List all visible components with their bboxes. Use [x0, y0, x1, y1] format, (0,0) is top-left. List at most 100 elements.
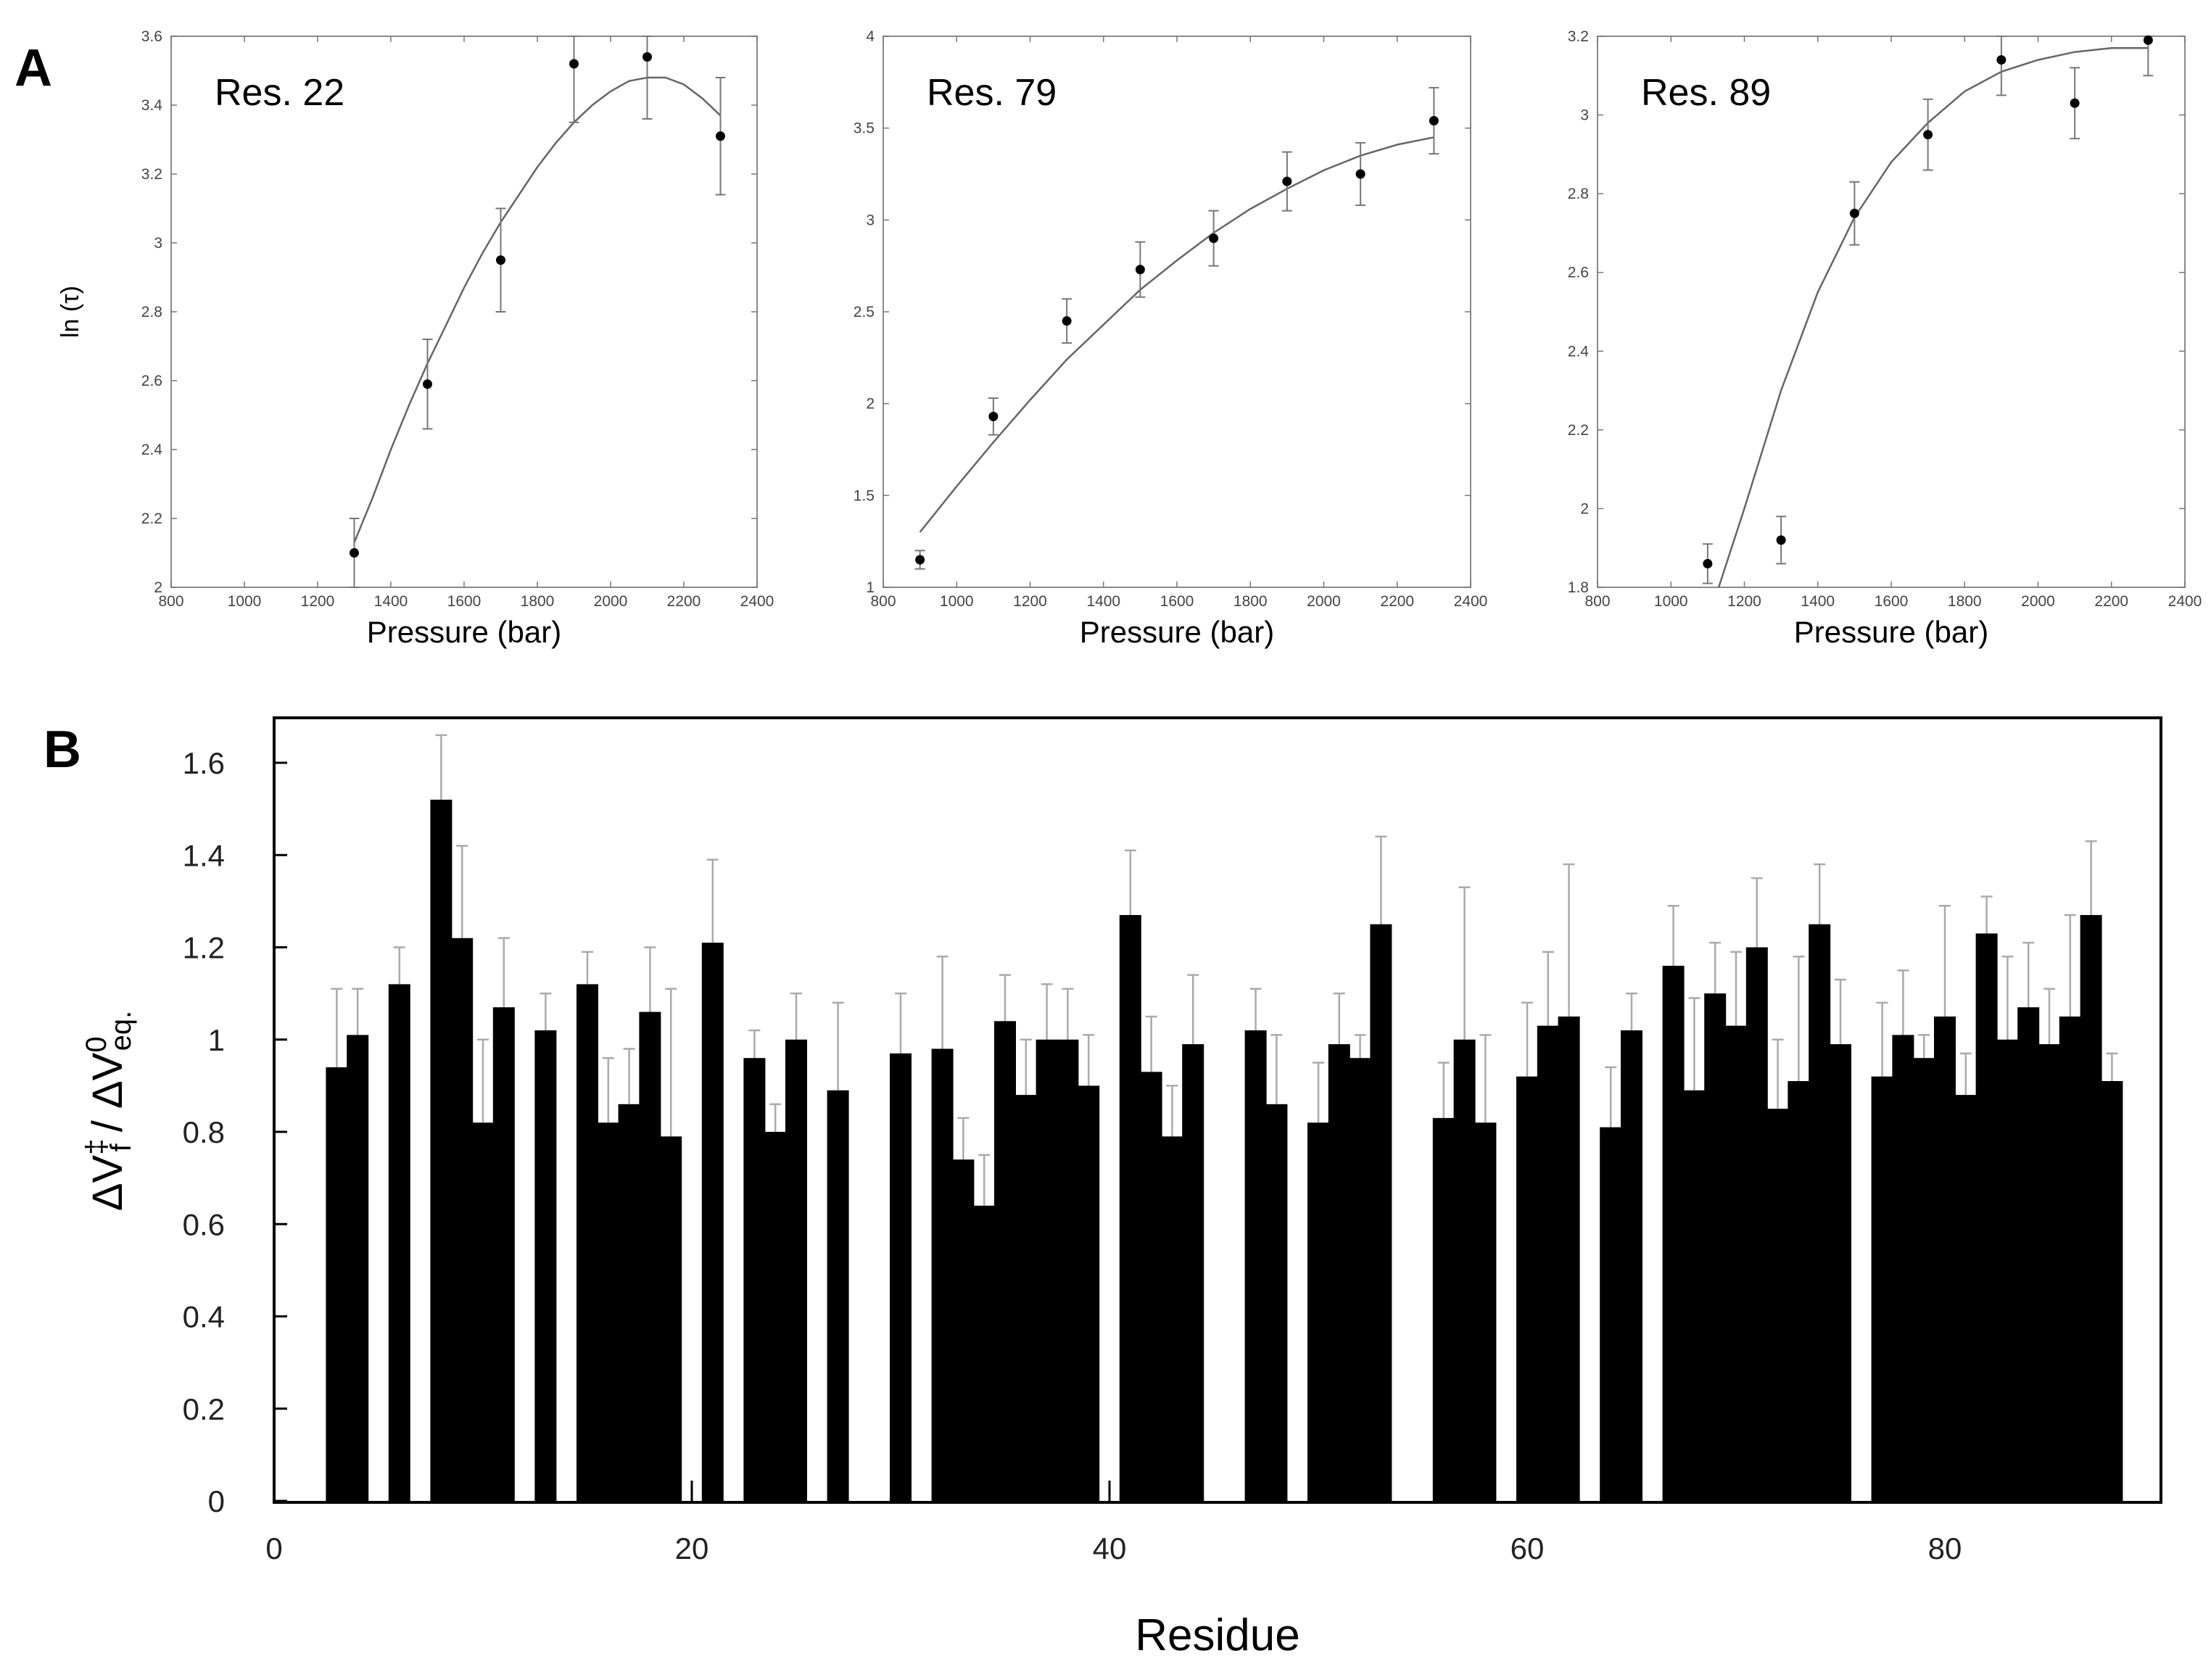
bar — [890, 1053, 912, 1501]
data-point — [1703, 558, 1713, 568]
x-tick-label: 800 — [158, 593, 183, 610]
panel-label-b: B — [44, 721, 81, 779]
residue-label: Res. 79 — [927, 72, 1057, 114]
y-tick-label: 1.5 — [854, 487, 875, 504]
y-tick-label: 3.6 — [141, 28, 162, 45]
data-point — [1355, 169, 1365, 179]
y-tick-label: 3 — [154, 235, 162, 252]
y-tick-label: 2.8 — [1568, 186, 1589, 202]
y-tick-label: 3 — [1580, 107, 1589, 124]
x-tick-label: 80 — [1928, 1531, 1962, 1565]
residue-label: Res. 89 — [1641, 72, 1771, 114]
bar — [743, 1058, 766, 1501]
bar — [1474, 1122, 1497, 1501]
bar — [1662, 965, 1685, 1501]
data-point — [1923, 130, 1933, 140]
y-tick-label: 3.2 — [1568, 28, 1589, 45]
x-tick-label: 1200 — [1013, 593, 1047, 610]
bar — [2038, 1044, 2060, 1501]
y-tick-label: 2.8 — [141, 304, 162, 320]
bar — [1432, 1117, 1455, 1501]
bar — [472, 1122, 494, 1501]
bar — [1809, 924, 1831, 1501]
bar — [1370, 924, 1392, 1501]
data-point — [1282, 176, 1292, 186]
bar — [1558, 1016, 1580, 1501]
fit-curve — [1717, 47, 2149, 588]
bar — [1078, 1085, 1100, 1501]
bar — [1704, 993, 1727, 1501]
bar — [1871, 1076, 1893, 1501]
bar — [1913, 1058, 1935, 1501]
x-tick-label: 2400 — [2168, 593, 2202, 610]
bar — [2080, 914, 2102, 1501]
bar — [931, 1048, 954, 1501]
bar — [2059, 1016, 2081, 1501]
data-point — [423, 379, 432, 389]
x-tick-label: 2400 — [740, 593, 774, 610]
x-tick-label: 2000 — [1307, 593, 1341, 610]
bar — [326, 1067, 348, 1501]
bar — [1788, 1081, 1810, 1501]
bar — [1745, 947, 1768, 1501]
y-tick-label: 1 — [866, 579, 875, 596]
x-tick-label: 1600 — [1875, 593, 1909, 610]
bar — [764, 1132, 787, 1501]
y-tick-label: 2.6 — [1568, 265, 1589, 281]
bar — [1453, 1039, 1476, 1501]
x-tick-label: 1600 — [447, 593, 482, 610]
bar — [597, 1122, 619, 1501]
bar — [701, 943, 724, 1501]
y-tick-label: 0 — [208, 1484, 225, 1518]
bar — [492, 1007, 515, 1501]
x-tick-label: 1400 — [374, 593, 408, 610]
data-point — [2070, 98, 2080, 108]
bar — [827, 1090, 849, 1501]
data-point — [569, 59, 579, 69]
bar — [1975, 933, 1998, 1501]
y-tick-label: 3.2 — [141, 166, 162, 183]
x-axis-label: Pressure (bar) — [367, 615, 561, 649]
bar — [1057, 1039, 1079, 1501]
data-point — [1429, 116, 1439, 126]
data-point — [1849, 208, 1859, 218]
bar — [952, 1159, 975, 1501]
data-point — [988, 411, 999, 421]
bar — [1621, 1030, 1642, 1501]
bar — [660, 1136, 682, 1501]
bar — [1934, 1016, 1956, 1501]
y-tick-label: 2.5 — [854, 304, 875, 320]
chart-res-89: 800 1000 1200 1400 1600 1800 2000 2200 2400 1.8 2 2… — [1568, 28, 2202, 649]
data-point — [1209, 233, 1219, 244]
x-tick-label: 1000 — [940, 593, 974, 610]
bar — [973, 1205, 996, 1501]
bar — [639, 1011, 661, 1501]
bar — [1349, 1058, 1371, 1501]
data-point — [1776, 535, 1786, 545]
bar — [1140, 1072, 1162, 1501]
bar — [451, 938, 474, 1501]
plot-frame — [170, 36, 758, 588]
bar — [1830, 1044, 1851, 1501]
fit-curve — [353, 76, 722, 543]
x-tick-label: 2200 — [1380, 593, 1414, 610]
bar — [430, 799, 452, 1501]
x-axis-label: Residue — [1135, 1610, 1299, 1660]
y-tick-label: 2.4 — [141, 442, 163, 458]
x-tick-label: 1400 — [1801, 593, 1835, 610]
x-tick-label: 2400 — [1454, 593, 1488, 610]
bar — [388, 984, 410, 1501]
data-point — [1996, 55, 2007, 65]
x-tick-label: 40 — [1093, 1531, 1127, 1565]
bar — [1537, 1025, 1559, 1501]
y-tick-label: 1 — [208, 1023, 225, 1057]
x-tick-label: 1800 — [1233, 593, 1268, 610]
y-tick-label: 4 — [866, 28, 875, 45]
x-tick-label: 1200 — [301, 593, 335, 610]
bar — [1307, 1122, 1329, 1501]
x-tick-label: 60 — [1510, 1531, 1545, 1565]
data-point — [350, 548, 359, 558]
bar — [1996, 1039, 2019, 1501]
bar — [1328, 1044, 1350, 1501]
